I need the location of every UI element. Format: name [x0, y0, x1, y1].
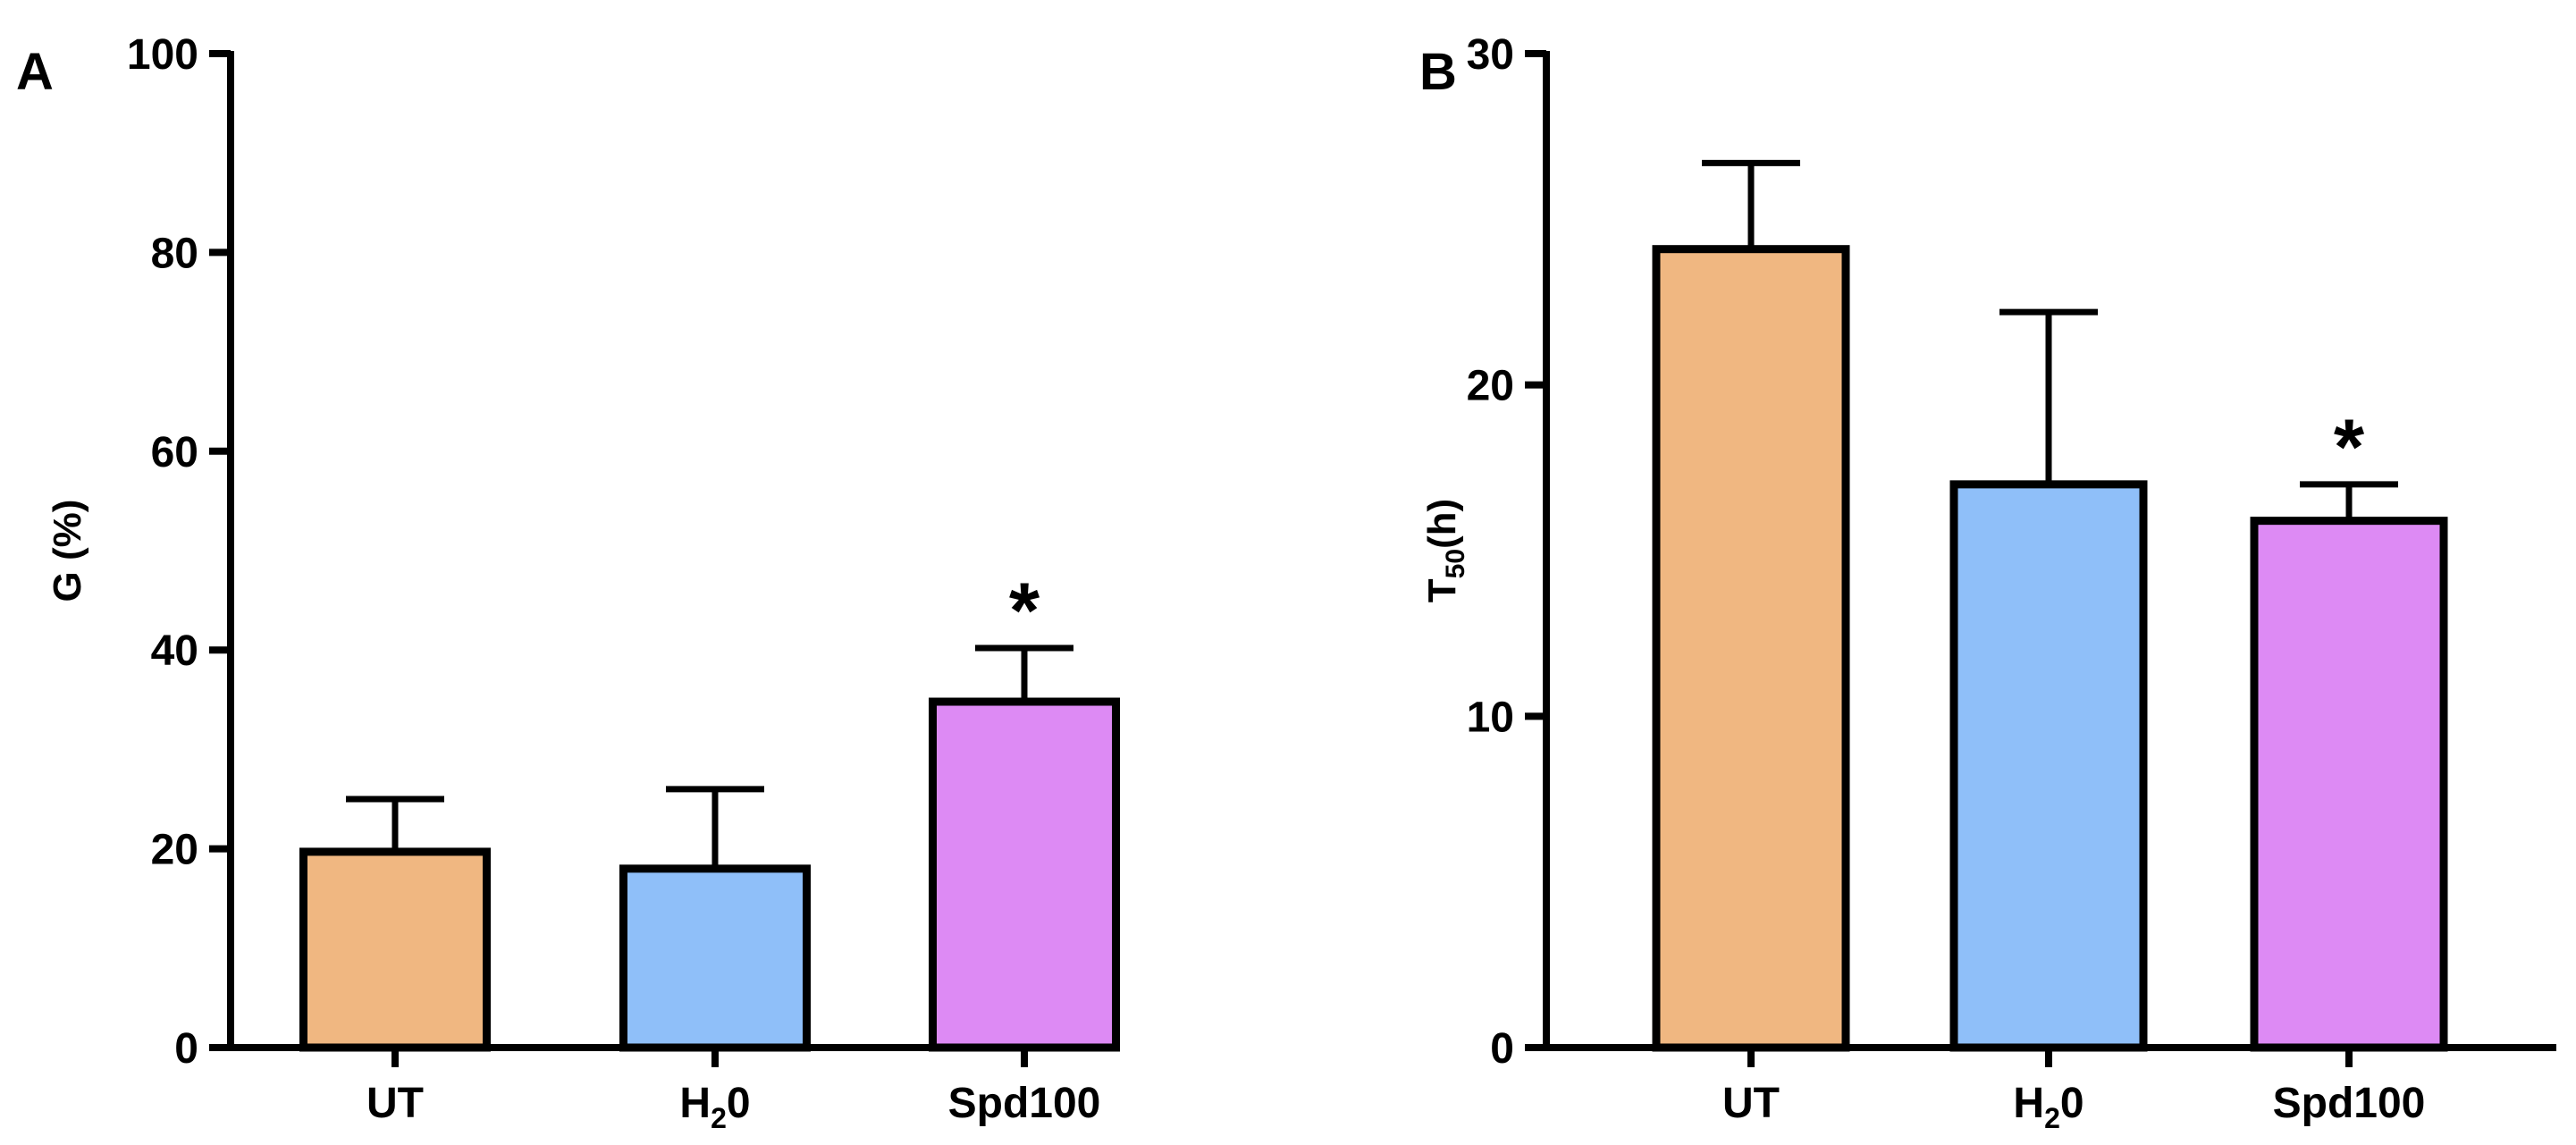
x-tick-label: UT: [366, 1080, 424, 1127]
x-tick-label: H20: [679, 1080, 750, 1134]
x-tick-label: Spd100: [948, 1080, 1101, 1127]
x-tick-label-suffix: 0: [727, 1080, 751, 1127]
y-tick-label: 0: [174, 1025, 198, 1073]
x-tick-label: H20: [2013, 1080, 2084, 1134]
y-tick-label: 80: [151, 230, 198, 277]
x-tick-label: UT: [1722, 1080, 1780, 1127]
significance-mark: *: [1009, 566, 1040, 654]
panel-label: B: [1419, 43, 1457, 101]
y-axis-title-subscript: 50: [1441, 549, 1470, 578]
y-axis-title: T50(h): [1420, 499, 1470, 602]
y-tick-label: 100: [127, 31, 198, 79]
y-tick-label: 20: [1467, 363, 1514, 410]
x-tick-label-text: Spd100: [2273, 1080, 2426, 1127]
y-axis-title-suffix: (h): [1420, 499, 1464, 549]
x-tick-label-text: UT: [366, 1080, 424, 1127]
bar: [1652, 245, 1850, 1052]
y-tick-label: 20: [151, 827, 198, 874]
y-tick-label: 30: [1467, 31, 1514, 79]
bar: [2250, 517, 2448, 1052]
x-tick-label-text: Spd100: [948, 1080, 1101, 1127]
x-tick-label: Spd100: [2273, 1080, 2426, 1127]
x-tick-label-text: UT: [1722, 1080, 1780, 1127]
y-tick-label: 60: [151, 429, 198, 476]
x-tick-label-subscript: 2: [2044, 1102, 2060, 1134]
significance-mark: *: [2334, 402, 2365, 491]
x-tick-label-suffix: 0: [2060, 1080, 2084, 1127]
x-tick-label-text: H: [2013, 1080, 2044, 1127]
panel-label: A: [16, 43, 54, 101]
y-axis-title: G (%): [46, 500, 89, 602]
bar: [929, 697, 1120, 1052]
x-tick-label-text: H: [679, 1080, 711, 1127]
x-tick-label-subscript: 2: [711, 1102, 727, 1134]
y-tick-label: 0: [1490, 1025, 1514, 1073]
y-tick-label: 10: [1467, 694, 1514, 741]
bar: [299, 847, 491, 1052]
bar: [1949, 480, 2148, 1052]
y-axis-title-text: T: [1420, 578, 1464, 602]
bar: [619, 864, 811, 1052]
y-tick-label: 40: [151, 627, 198, 675]
